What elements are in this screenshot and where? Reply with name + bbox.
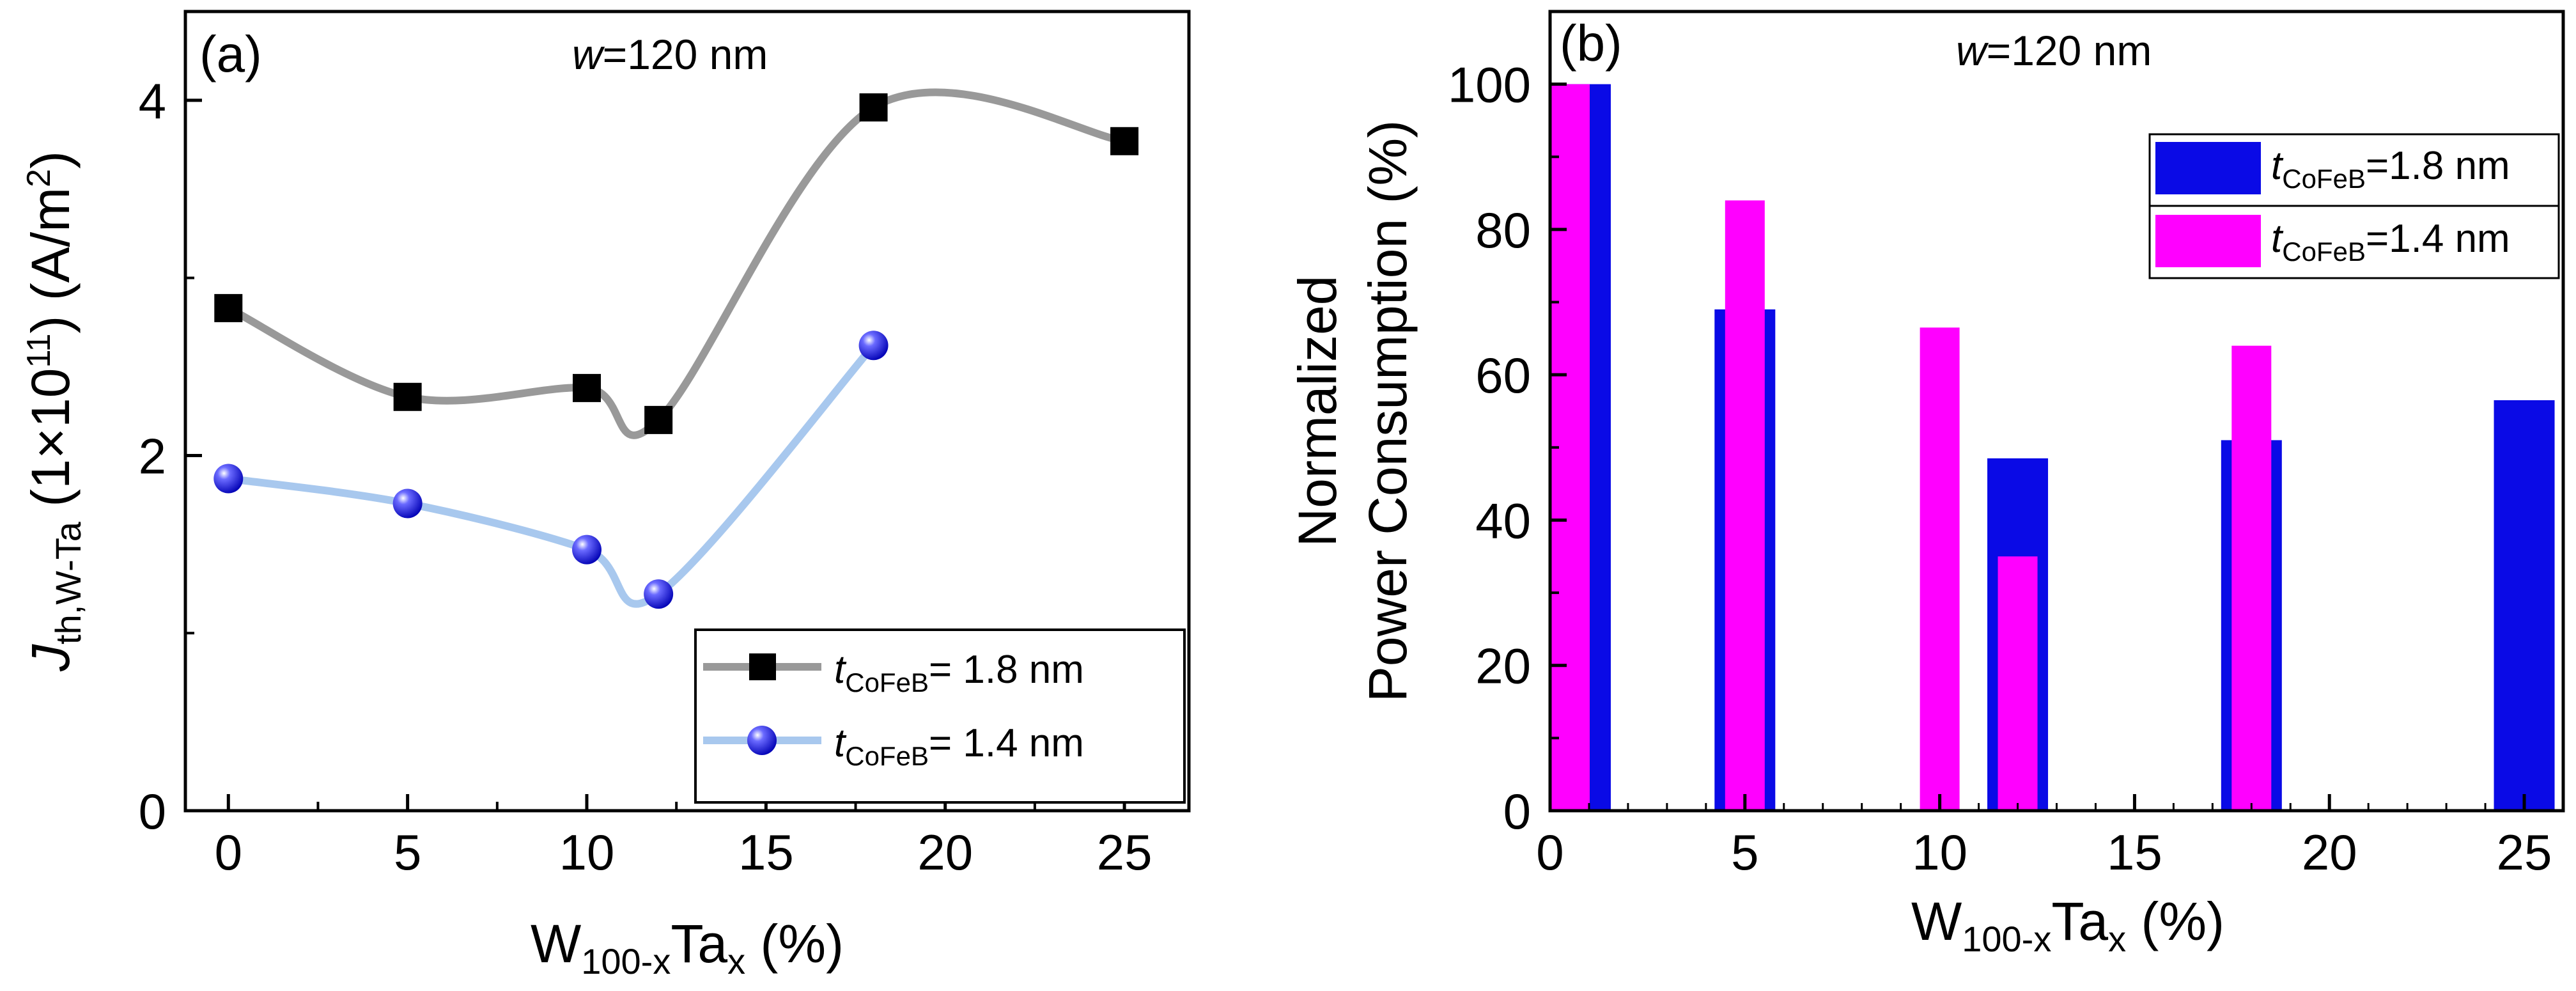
data-point-square (1110, 127, 1139, 155)
panel-b-label: (b) (1560, 15, 1622, 72)
x-tick-label: 10 (559, 824, 615, 880)
panel-a-frame (183, 10, 1191, 813)
series-line-1 (226, 88, 1125, 439)
y-tick-label: 60 (1475, 347, 1531, 403)
panel-a-legend: tCoFeB= 1.8 nm tCoFeB= 1.4 nm (694, 628, 1186, 804)
panel-a-markers (213, 93, 1139, 609)
legend-a2-sphere-marker (747, 726, 777, 755)
legend-a1-label: tCoFeB= 1.8 nm (834, 648, 1084, 698)
panel-b-legend: tCoFeB=1.8 nm tCoFeB=1.4 nm (2148, 133, 2560, 279)
x-tick-label: 25 (1097, 824, 1152, 880)
x-tick-label: 5 (1731, 824, 1758, 880)
legend-b2-swatch (2155, 215, 2261, 267)
data-point-sphere (644, 579, 674, 609)
x-tick-label: 0 (1536, 824, 1563, 880)
x-tick-label: 15 (738, 824, 794, 880)
panel-a-y-ticks: 0 2 4 (139, 73, 202, 839)
bar-1p8nm (2494, 400, 2555, 811)
data-point-sphere (213, 464, 244, 494)
x-tick-label: 10 (1912, 824, 1967, 880)
x-tick-label: 20 (917, 824, 973, 880)
bar-1p4nm (1998, 556, 2038, 811)
bar-1p4nm (1725, 200, 1765, 811)
y-tick-label: 0 (139, 783, 166, 839)
panel-b-bars (1550, 84, 2555, 811)
panel-b-y-axis-title-line1: Normalized (1287, 276, 1347, 547)
panel-b-x-axis-title: W100-xTax (%) (1911, 891, 2224, 959)
y-tick-label: 80 (1475, 202, 1531, 258)
panel-b-y-axis-title-line2: Power Consumption (%) (1358, 120, 1418, 702)
legend-b1-swatch (2155, 142, 2261, 194)
panel-a-y-axis-title: Jth,W-Ta (1×1011) (A/m2) (20, 151, 88, 672)
data-point-sphere (858, 331, 888, 361)
y-tick-label: 4 (139, 73, 166, 129)
legend-b2-label: tCoFeB=1.4 nm (2271, 217, 2510, 267)
x-tick-label: 5 (394, 824, 421, 880)
panel-a-annotation: w=120 nm (572, 31, 768, 78)
y-tick-label: 2 (139, 428, 166, 484)
panel-a-x-axis-title: W100-xTax (%) (531, 914, 844, 981)
panel-b: 0 20 40 60 80 100 0 5 10 15 20 25 (b) w=120 nm tCo… (1287, 10, 2565, 959)
data-point-sphere (392, 488, 423, 519)
legend-a2-label: tCoFeB= 1.4 nm (834, 721, 1084, 771)
data-point-sphere (572, 535, 601, 565)
data-point-square (573, 373, 601, 402)
bar-1p4nm (2231, 345, 2272, 811)
panel-b-frame (1548, 10, 2565, 813)
panel-a: 0 2 4 0 5 10 15 20 25 (a) w=120 nm tCoFeB= 1.8 … (20, 10, 1191, 981)
series-line-2 (228, 343, 877, 608)
bar-1p4nm (1920, 327, 1960, 811)
x-tick-label: 0 (215, 824, 242, 880)
data-point-square (644, 405, 673, 434)
panel-a-legend-box (694, 628, 1186, 804)
y-tick-label: 0 (1503, 783, 1531, 839)
data-point-square (859, 93, 888, 121)
data-point-square (214, 293, 243, 322)
legend-a1-square-marker (749, 653, 776, 680)
data-point-square (393, 382, 422, 411)
panel-b-y-ticks: 0 20 40 60 80 100 (1448, 10, 1567, 839)
x-tick-label: 25 (2497, 824, 2552, 880)
y-tick-label: 20 (1475, 638, 1531, 694)
x-tick-label: 20 (2302, 824, 2357, 880)
panel-a-label: (a) (199, 26, 262, 82)
x-tick-label: 15 (2107, 824, 2162, 880)
y-tick-label: 100 (1448, 57, 1531, 113)
panel-a-x-ticks: 0 5 10 15 20 25 (215, 794, 1152, 880)
panel-b-annotation: w=120 nm (1956, 27, 2152, 74)
y-tick-label: 40 (1475, 492, 1531, 549)
panel-b-x-ticks: 0 5 10 15 20 25 (1536, 794, 2552, 880)
panel-a-series-lines (226, 88, 1125, 608)
legend-b1-label: tCoFeB=1.8 nm (2271, 144, 2510, 194)
